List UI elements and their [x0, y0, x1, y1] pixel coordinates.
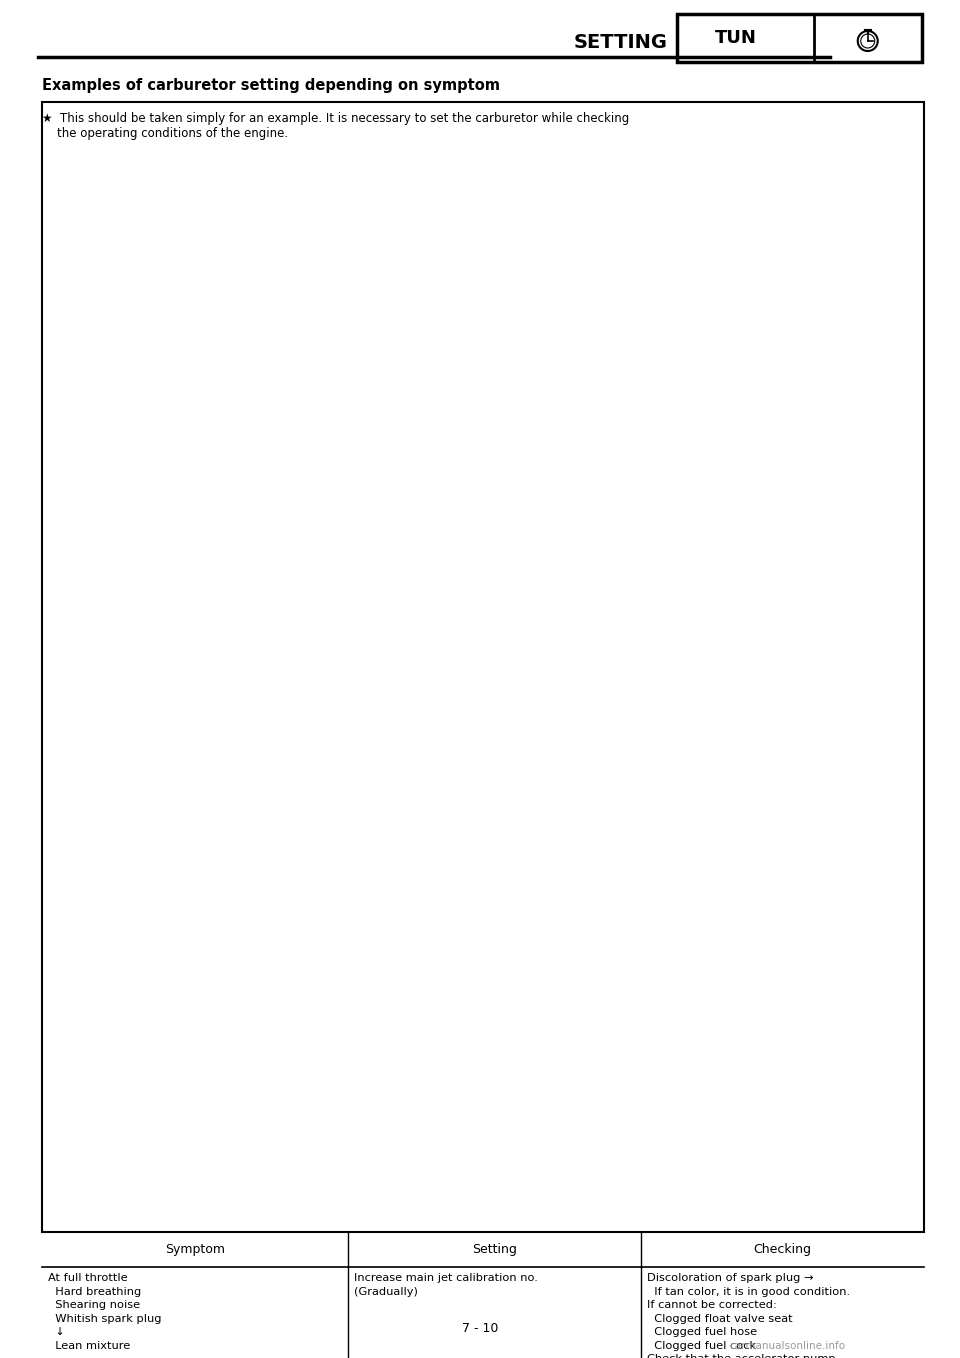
- Text: If tan color, it is in good condition.: If tan color, it is in good condition.: [647, 1286, 851, 1297]
- Text: ↓: ↓: [48, 1327, 65, 1338]
- Text: ★  This should be taken simply for an example. It is necessary to set the carbur: ★ This should be taken simply for an exa…: [42, 111, 630, 140]
- Text: Clogged float valve seat: Clogged float valve seat: [647, 1313, 793, 1324]
- Text: carmanualsonline.info: carmanualsonline.info: [730, 1340, 845, 1351]
- Text: TUN: TUN: [714, 29, 756, 48]
- Text: Shearing noise: Shearing noise: [48, 1300, 140, 1310]
- Text: Hard breathing: Hard breathing: [48, 1286, 141, 1297]
- Text: Examples of carburetor setting depending on symptom: Examples of carburetor setting depending…: [42, 77, 500, 92]
- Text: Whitish spark plug: Whitish spark plug: [48, 1313, 161, 1324]
- Text: Checking: Checking: [754, 1243, 811, 1256]
- Bar: [42, 102, 924, 1232]
- Text: 7 - 10: 7 - 10: [462, 1321, 498, 1335]
- Text: Increase main jet calibration no.: Increase main jet calibration no.: [353, 1272, 538, 1283]
- Text: Clogged fuel cock: Clogged fuel cock: [647, 1340, 756, 1351]
- Text: SETTING: SETTING: [573, 34, 667, 53]
- Text: (Gradually): (Gradually): [353, 1286, 418, 1297]
- Text: Discoloration of spark plug →: Discoloration of spark plug →: [647, 1272, 814, 1283]
- Text: Symptom: Symptom: [165, 1243, 225, 1256]
- Text: Check that the accelerator pump: Check that the accelerator pump: [647, 1354, 836, 1358]
- Bar: [677, 14, 922, 62]
- Text: Setting: Setting: [472, 1243, 516, 1256]
- Text: If cannot be corrected:: If cannot be corrected:: [647, 1300, 778, 1310]
- Text: At full throttle: At full throttle: [48, 1272, 128, 1283]
- Text: Lean mixture: Lean mixture: [48, 1340, 131, 1351]
- Text: Clogged fuel hose: Clogged fuel hose: [647, 1327, 757, 1338]
